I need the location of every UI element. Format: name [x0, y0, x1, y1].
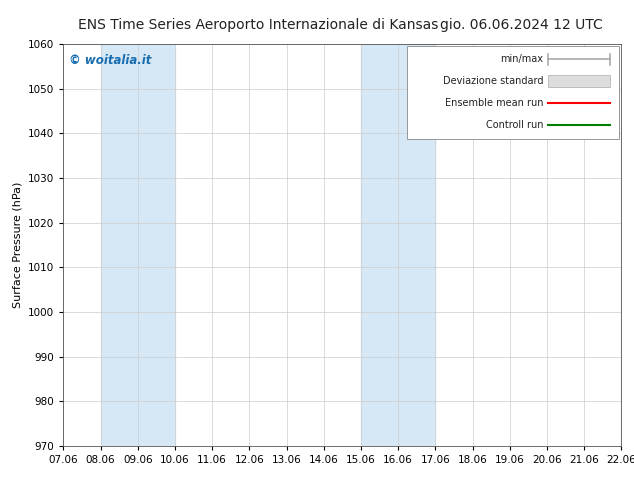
- Bar: [101, 44, 175, 446]
- Text: Deviazione standard: Deviazione standard: [443, 76, 543, 86]
- FancyBboxPatch shape: [548, 75, 609, 87]
- Bar: [621, 44, 634, 446]
- Text: min/max: min/max: [500, 54, 543, 64]
- Text: © woitalia.it: © woitalia.it: [69, 54, 152, 67]
- Text: Controll run: Controll run: [486, 121, 543, 130]
- Text: gio. 06.06.2024 12 UTC: gio. 06.06.2024 12 UTC: [439, 18, 602, 32]
- Y-axis label: Surface Pressure (hPa): Surface Pressure (hPa): [13, 182, 23, 308]
- Bar: [361, 44, 436, 446]
- Text: Ensemble mean run: Ensemble mean run: [445, 98, 543, 108]
- Text: ENS Time Series Aeroporto Internazionale di Kansas: ENS Time Series Aeroporto Internazionale…: [79, 18, 439, 32]
- FancyBboxPatch shape: [406, 46, 619, 139]
